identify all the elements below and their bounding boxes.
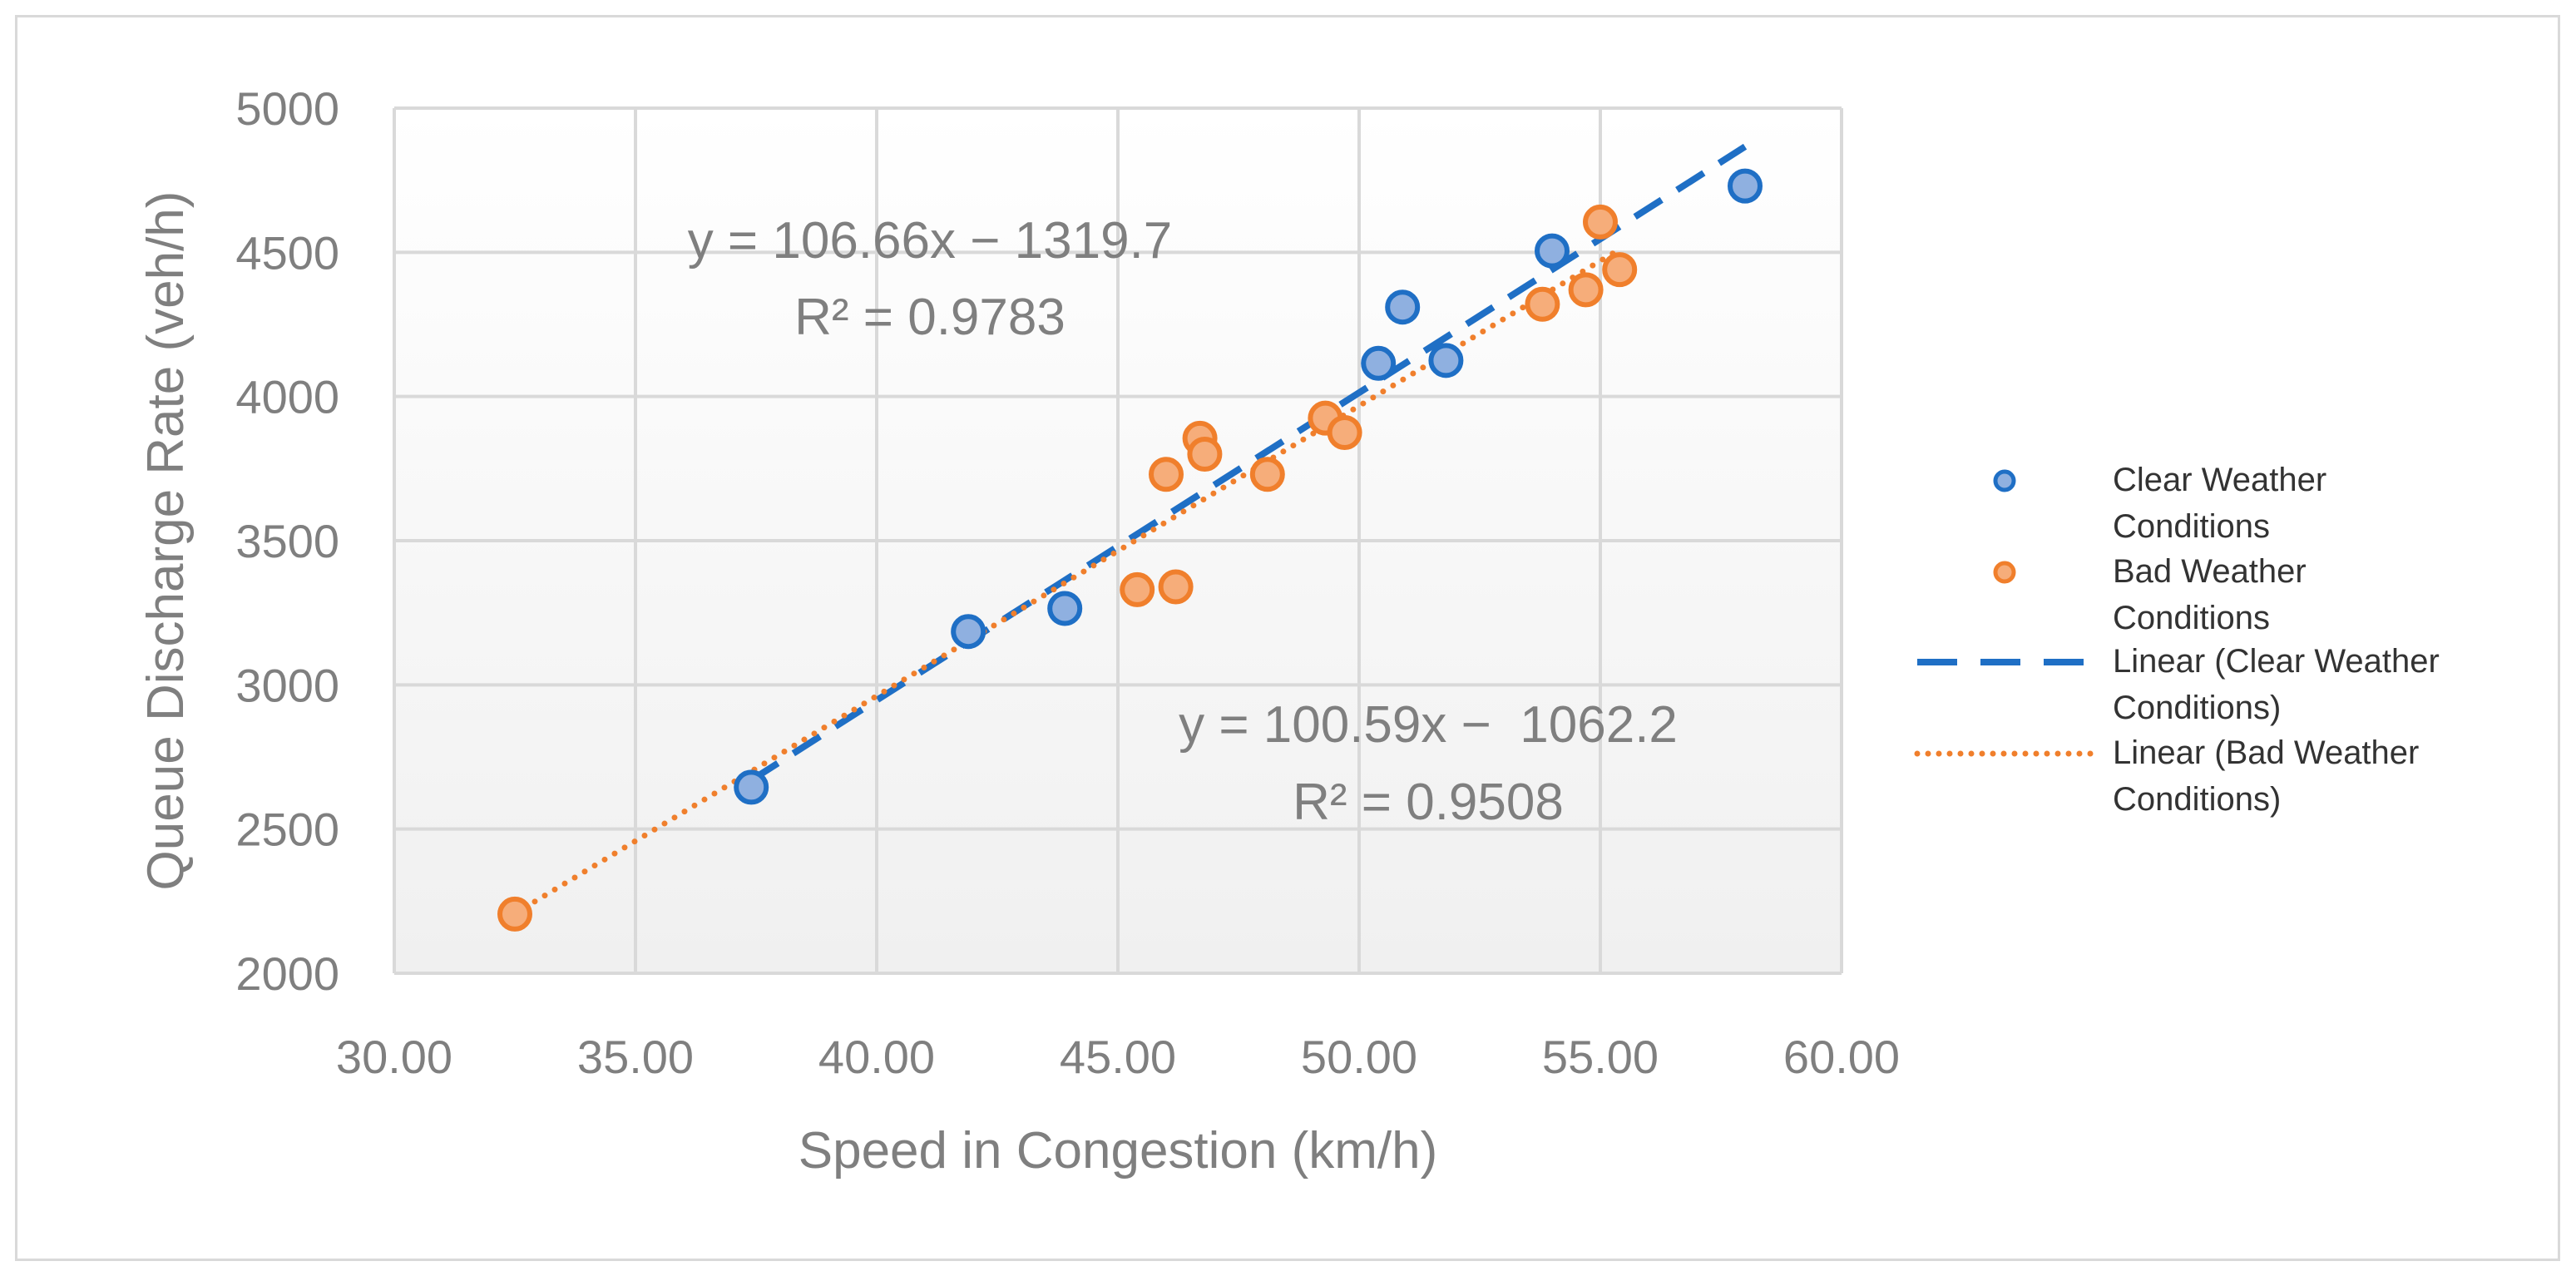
x-tick-label: 35.00 [577,1031,694,1083]
clear-weather-point [1728,168,1763,204]
data-points [497,168,1763,932]
clear-weather-point [1428,343,1464,378]
y-tick-label: 5000 [235,82,339,135]
y-tick-label: 4500 [235,226,339,279]
clear-weather-point [951,614,986,650]
bad-weather-point [1158,569,1194,605]
legend-marker [1993,469,2016,492]
bad-weather-point [1583,204,1618,240]
bad-weather-point [1568,272,1604,308]
legend-marker [1993,561,2016,584]
legend-label: Clear Weather [2113,462,2326,498]
clear-weather-point [1535,233,1570,269]
legend-label: Linear (Clear Weather [2113,643,2440,680]
bad-weather-point [1187,437,1223,472]
bad-trend-r2: R² = 0.9508 [1293,774,1564,831]
bad-weather-point [1249,457,1285,492]
y-tick-label: 4000 [235,371,339,423]
legend-label: Conditions [2113,508,2270,545]
legend-label: Conditions) [2113,690,2281,726]
clear-trend-r2: R² = 0.9783 [794,289,1066,346]
x-tick-label: 50.00 [1301,1031,1417,1083]
x-tick-label: 30.00 [336,1031,452,1083]
legend-label: Linear (Bad Weather [2113,734,2419,771]
legend-label: Bad Weather [2113,553,2307,590]
clear-weather-point [1047,591,1083,626]
legend-label: Conditions [2113,600,2270,636]
bad-weather-point [1602,252,1638,288]
legend: Clear Weather Conditions Bad Weather Condit… [1914,462,2440,818]
x-tick-label: 45.00 [1060,1031,1176,1083]
bad-weather-point [497,896,532,932]
x-tick-label: 60.00 [1783,1031,1900,1083]
bad-weather-point [1120,571,1155,607]
y-axis-title: Queue Discharge Rate (veh/h) [137,191,195,891]
x-tick-label: 40.00 [818,1031,935,1083]
clear-trend-equation: y = 106.66x − 1319.7 [688,212,1173,270]
clear-weather-point [1385,289,1421,325]
bad-trend-equation: y = 100.59x − 1062.2 [1179,696,1678,754]
gridlines [393,106,1843,975]
axis-ticks: 30.00 35.00 40.00 45.00 50.00 55.00 60.00 2000 2… [235,82,1900,1083]
bad-weather-point [1149,457,1184,492]
y-tick-label: 2000 [235,947,339,1000]
bad-weather-point [1525,286,1560,322]
clear-weather-point [734,769,769,805]
clear-weather-point [1361,345,1397,381]
legend-label: Conditions) [2113,781,2281,818]
y-tick-label: 3000 [235,659,339,711]
x-tick-label: 55.00 [1542,1031,1659,1083]
x-axis-title: Speed in Congestion (km/h) [799,1122,1438,1180]
y-tick-label: 3500 [235,515,339,567]
bad-weather-point [1327,415,1362,450]
y-tick-label: 2500 [235,804,339,856]
